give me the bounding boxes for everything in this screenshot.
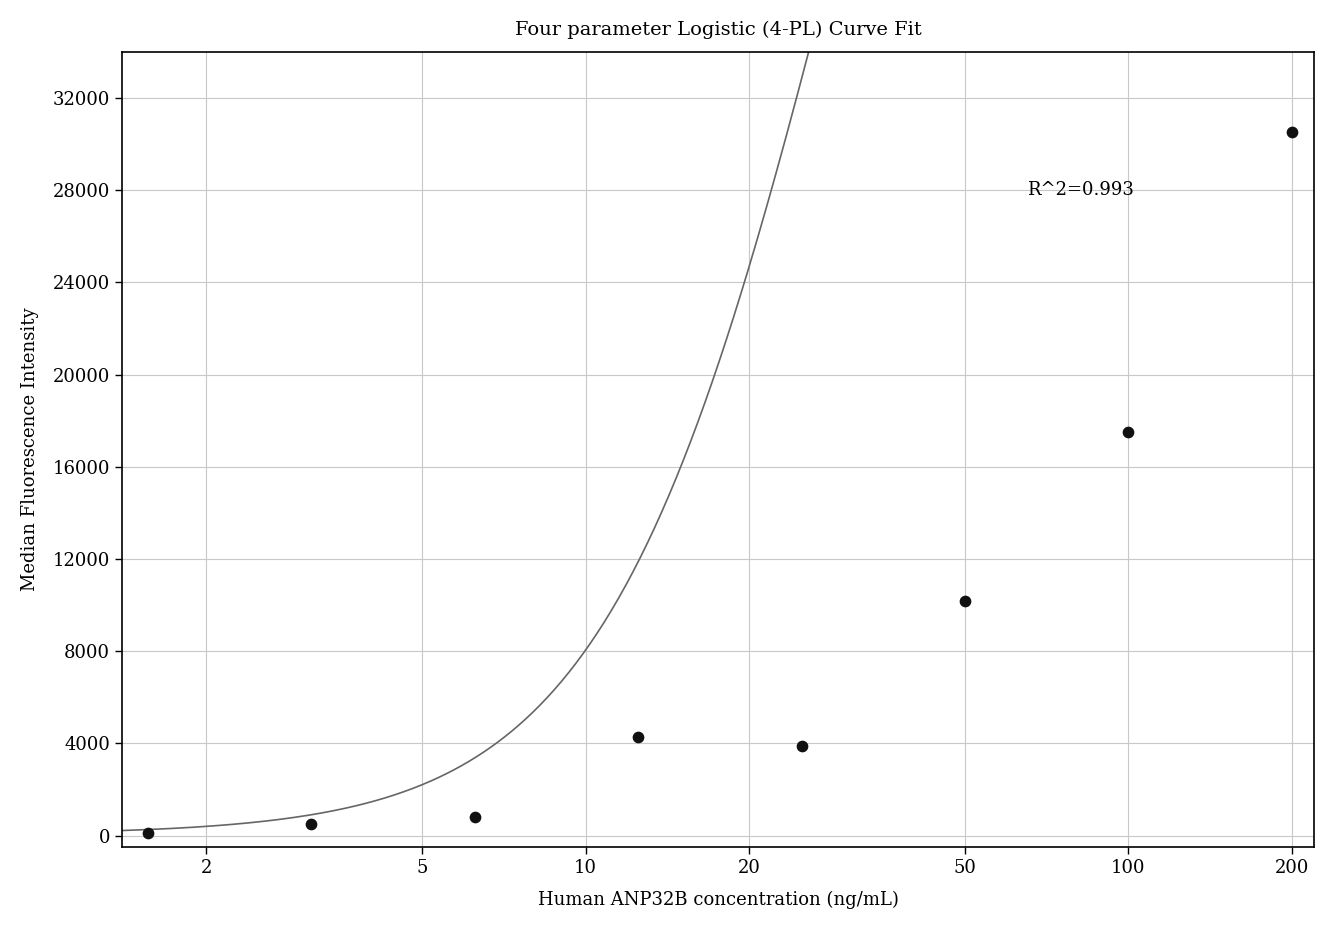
Point [300,817,322,831]
Point [790,738,812,753]
Point [1282,125,1303,140]
Point [955,593,976,608]
Title: Four parameter Logistic (4-PL) Curve Fit: Four parameter Logistic (4-PL) Curve Fit [515,20,921,39]
Point [1117,425,1139,440]
Point [138,826,159,841]
Point [627,729,649,744]
Text: R^2=0.993: R^2=0.993 [1027,181,1133,199]
X-axis label: Human ANP32B concentration (ng/mL): Human ANP32B concentration (ng/mL) [538,891,898,910]
Y-axis label: Median Fluorescence Intensity: Median Fluorescence Intensity [21,308,39,591]
Point [465,810,486,825]
